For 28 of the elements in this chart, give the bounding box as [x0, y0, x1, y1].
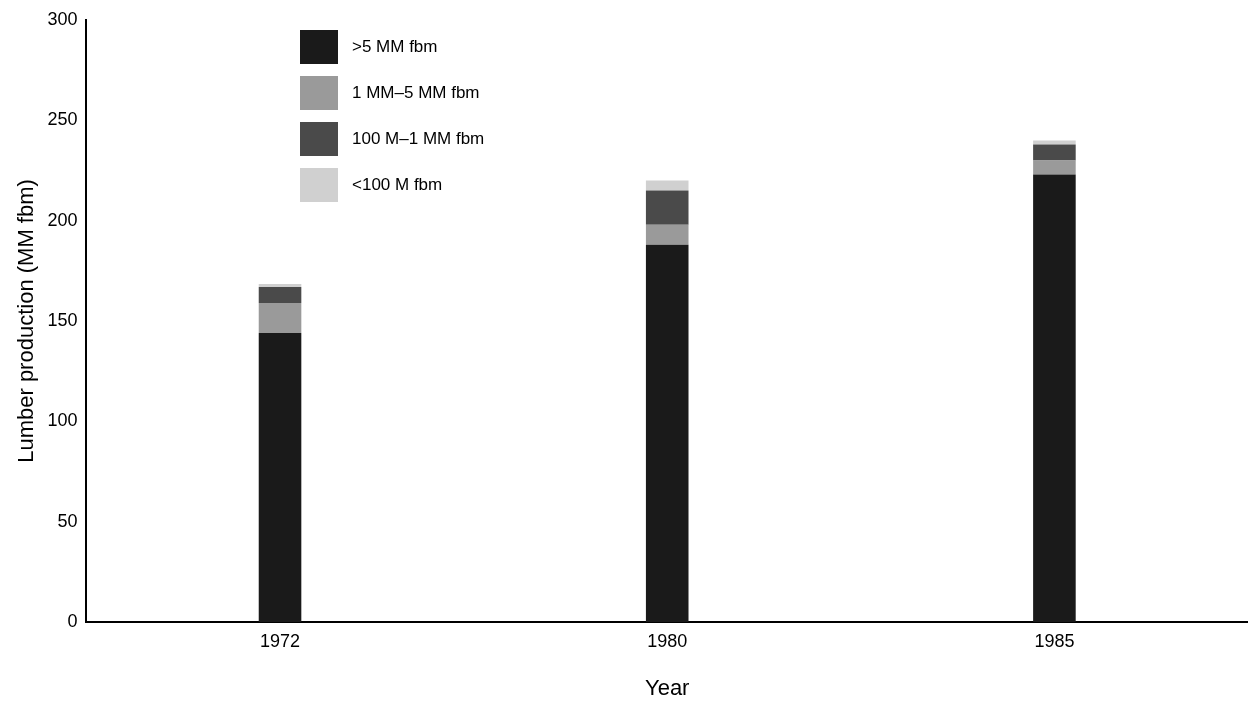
bar: [1033, 140, 1076, 145]
bar: [258, 302, 302, 334]
x-tick-label: 1985: [1034, 630, 1075, 651]
bar: [258, 333, 302, 622]
bar: [1033, 144, 1076, 161]
y-tick-label: 50: [57, 510, 78, 531]
y-tick-label: 200: [47, 209, 78, 230]
bar: [1033, 160, 1076, 175]
x-tick-label: 1980: [647, 630, 688, 651]
legend-label: 1 MM–5 MM fbm: [352, 83, 480, 103]
bar: [1033, 174, 1076, 622]
y-tick-label: 150: [47, 309, 78, 330]
bar: [645, 180, 689, 191]
legend-label: >5 MM fbm: [352, 37, 438, 57]
legend-label: 100 M–1 MM fbm: [352, 129, 485, 149]
y-tick-label: 300: [47, 8, 78, 29]
bar: [258, 283, 302, 287]
y-tick-label: 0: [67, 610, 78, 631]
bar: [645, 190, 689, 225]
bar: [645, 244, 689, 622]
y-tick-label: 100: [47, 410, 78, 431]
y-tick-label: 250: [47, 109, 78, 130]
x-axis-title: Year: [644, 674, 690, 700]
bar: [258, 286, 302, 303]
x-tick-label: 1972: [260, 630, 301, 651]
bar: [645, 224, 689, 245]
legend-label: <100 M fbm: [352, 175, 443, 195]
y-axis-title: Lumber production (MM fbm): [13, 179, 39, 463]
